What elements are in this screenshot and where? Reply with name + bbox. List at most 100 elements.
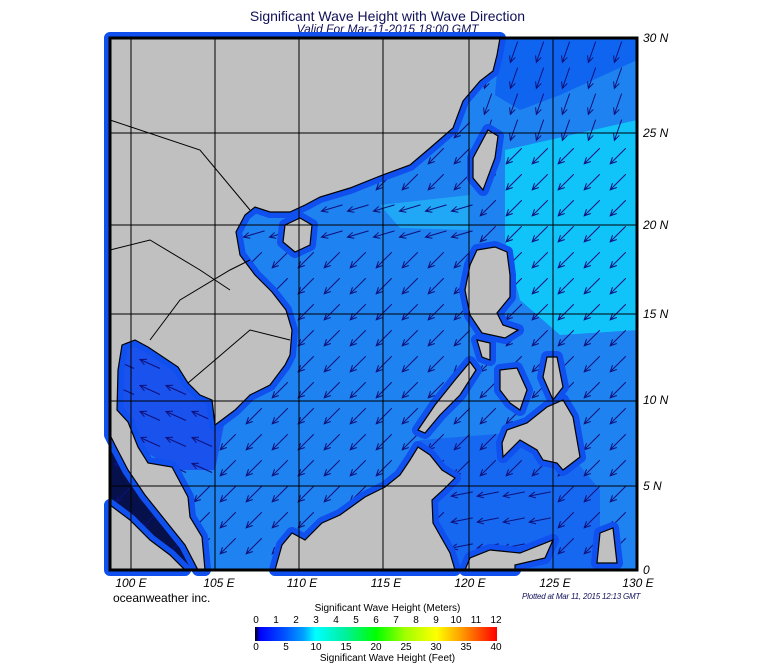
arrow-head <box>245 417 253 425</box>
sea-patch-low <box>495 38 637 110</box>
arrow-shaft <box>323 303 341 321</box>
wave-direction-arrow <box>583 511 601 529</box>
wave-direction-arrow <box>583 407 601 425</box>
arrow-head <box>271 261 279 269</box>
arrow-head <box>453 287 461 295</box>
wave-direction-arrow <box>164 384 187 395</box>
arrow-head <box>323 313 331 321</box>
arrow-head <box>583 469 591 477</box>
sea-patch-high <box>380 195 470 230</box>
wave-direction-arrow <box>115 485 133 503</box>
arrow-shaft <box>531 329 549 347</box>
arrow-shaft <box>583 459 601 477</box>
arrow-shaft <box>427 173 445 191</box>
arrow-head <box>479 443 487 451</box>
arrow-shaft <box>349 277 367 295</box>
colorbar-title-meters: Significant Wave Height (Meters) <box>314 603 461 614</box>
arrow-shaft <box>535 93 545 115</box>
arrow-head <box>613 81 620 90</box>
arrow-shaft <box>453 121 471 139</box>
arrow-head <box>323 365 331 373</box>
wave-direction-arrow <box>401 251 419 269</box>
arrow-shaft <box>531 173 549 191</box>
arrow-head <box>609 417 617 425</box>
arrow-shaft <box>453 329 471 347</box>
wave-direction-arrow <box>505 459 523 477</box>
wave-direction-arrow <box>561 41 571 64</box>
arrow-head <box>375 339 383 347</box>
wave-direction-arrow <box>427 251 445 269</box>
arrow-head <box>297 495 305 503</box>
arrow-head <box>401 443 409 451</box>
wave-direction-arrow <box>271 511 289 529</box>
arrow-head <box>531 209 539 217</box>
arrow-head <box>557 339 565 347</box>
arrow-shaft <box>245 537 263 555</box>
arrow-shaft <box>587 41 597 63</box>
lon-label-115e: 115 E <box>370 576 402 590</box>
wave-direction-arrow <box>587 93 597 116</box>
arrow-head <box>587 55 594 64</box>
arrow-shaft <box>349 251 367 269</box>
wave-direction-arrow <box>505 199 523 217</box>
arrow-head <box>509 81 516 90</box>
wave-direction-arrow <box>401 303 419 321</box>
wave-direction-arrow <box>557 225 575 243</box>
arrow-head <box>346 206 355 213</box>
arrow-head <box>401 183 409 191</box>
wave-direction-arrow <box>528 491 551 499</box>
arrow-head <box>531 365 539 373</box>
wave-direction-arrow <box>297 277 315 295</box>
arrow-head <box>535 133 542 142</box>
arrow-head <box>138 384 147 392</box>
arrow-head <box>245 495 253 503</box>
arrow-head <box>531 391 539 399</box>
arrow-shaft <box>375 251 393 269</box>
arrow-shaft <box>297 303 315 321</box>
arrow-shaft <box>297 459 315 477</box>
wave-direction-arrow <box>323 355 341 373</box>
arrow-head <box>561 133 568 142</box>
wave-direction-arrow <box>245 485 263 503</box>
arrow-shaft <box>531 303 549 321</box>
wave-direction-arrow <box>245 459 263 477</box>
wave-direction-arrow <box>453 147 471 165</box>
wave-direction-arrow <box>271 407 289 425</box>
wave-direction-arrow <box>346 230 369 239</box>
colorbar-tick: 5 <box>283 642 289 653</box>
arrow-shaft <box>219 511 237 529</box>
arrow-head <box>320 232 329 239</box>
arrow-head <box>531 313 539 321</box>
lon-label-130e: 130 E <box>622 576 654 590</box>
arrow-head <box>375 287 383 295</box>
arrow-head <box>164 436 173 444</box>
arrow-shaft <box>609 225 627 243</box>
arrow-head <box>505 183 513 191</box>
wave-direction-arrow <box>375 329 393 347</box>
arrow-shaft <box>245 433 263 451</box>
arrow-shaft <box>271 251 289 269</box>
arrow-head <box>609 313 617 321</box>
wave-direction-arrow <box>427 329 445 347</box>
arrow-shaft <box>609 381 627 399</box>
arrow-shaft <box>557 173 575 191</box>
colorbar-tick: 30 <box>430 642 442 653</box>
wave-direction-arrow <box>609 433 627 451</box>
colorbar-tick: 6 <box>373 615 379 626</box>
colorbar-tick: 7 <box>393 615 399 626</box>
arrow-head <box>297 417 305 425</box>
wave-direction-arrow <box>583 199 601 217</box>
arrow-head <box>271 521 279 529</box>
colorbar-tick: 0 <box>253 642 259 653</box>
arrow-head <box>349 469 357 477</box>
wave-direction-arrow <box>297 433 315 451</box>
lon-label-105e: 105 E <box>203 576 235 590</box>
wave-direction-arrow <box>479 199 497 217</box>
arrow-shaft <box>349 329 367 347</box>
wave-direction-arrow <box>479 225 497 243</box>
arrow-head <box>323 443 331 451</box>
colorbar-tick: 35 <box>460 642 472 653</box>
arrow-shaft <box>479 225 497 243</box>
wave-direction-arrow <box>297 355 315 373</box>
wave-direction-arrow <box>609 485 627 503</box>
